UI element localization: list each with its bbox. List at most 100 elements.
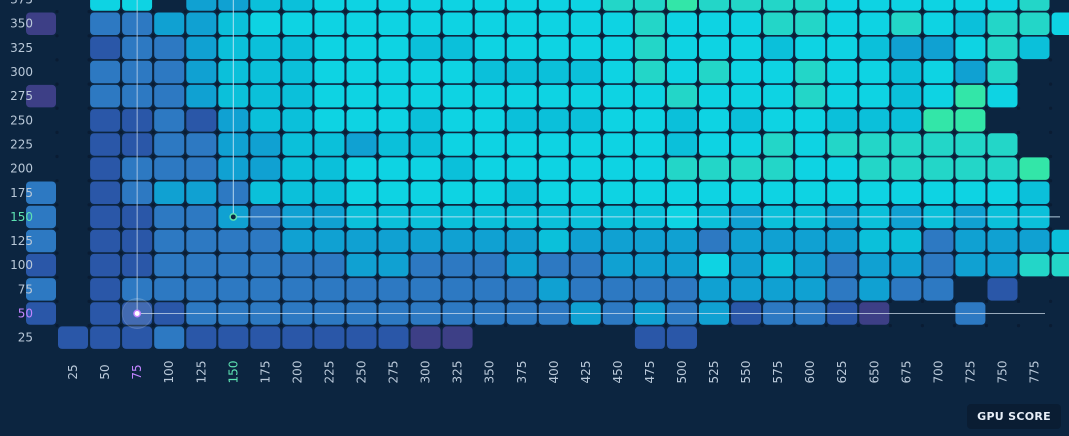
gpu-score-button[interactable]: GPU SCORE	[967, 404, 1061, 429]
heatmap-cell	[410, 36, 441, 60]
heatmap-cell	[795, 36, 826, 60]
grid-dot	[183, 130, 187, 134]
grid-dot	[952, 203, 957, 207]
heatmap-cell	[186, 60, 217, 84]
heatmap-cell	[538, 229, 569, 253]
heatmap-cell	[731, 133, 762, 156]
heatmap-cell	[987, 84, 1018, 108]
grid-dot	[472, 82, 476, 86]
grid-dot	[632, 34, 636, 38]
heatmap-cell	[154, 205, 185, 229]
heatmap-cell	[667, 12, 697, 35]
grid-dot	[183, 154, 187, 159]
grid-dot	[343, 203, 348, 207]
grid-dot	[632, 179, 636, 183]
heatmap-cell	[442, 278, 473, 301]
heatmap-cell	[987, 60, 1018, 84]
heatmap-cell	[506, 60, 537, 84]
heatmap-cell	[378, 109, 409, 132]
heatmap-cell	[923, 229, 954, 253]
heatmap-cell	[186, 0, 217, 11]
heatmap-cell	[570, 229, 601, 253]
grid-dot	[920, 106, 925, 110]
heatmap-cell	[90, 36, 121, 60]
grid-dot	[183, 227, 187, 231]
heatmap-cell	[474, 36, 505, 60]
grid-dot	[504, 179, 508, 183]
heatmap-cell	[1019, 36, 1050, 60]
grid-dot	[952, 251, 957, 255]
grid-dot	[760, 154, 764, 159]
grid-dot	[375, 10, 380, 14]
grid-dot	[888, 275, 892, 279]
heatmap-cell	[314, 12, 345, 35]
grid-dot	[247, 106, 251, 110]
y-tick-label: 275	[10, 89, 33, 103]
grid-dot	[568, 34, 572, 38]
heatmap-cell	[955, 181, 986, 204]
grid-dot	[856, 299, 860, 303]
grid-dot	[568, 299, 572, 303]
heatmap-cell	[410, 229, 441, 253]
heatmap-cell	[731, 229, 762, 253]
grid-dot	[984, 34, 989, 38]
grid-dot	[504, 203, 508, 207]
heatmap-cell	[538, 36, 569, 60]
heatmap-cell	[699, 0, 729, 11]
grid-dot	[1016, 10, 1021, 14]
grid-dot	[408, 154, 412, 159]
y-tick-label: 100	[10, 258, 33, 272]
grid-dot	[279, 154, 283, 159]
grid-dot	[375, 179, 380, 183]
grid-dot	[760, 34, 764, 38]
heatmap-cell	[378, 278, 409, 301]
grid-dot	[824, 58, 828, 62]
grid-dot	[119, 299, 123, 303]
grid-dot	[279, 106, 283, 110]
heatmap-cell	[474, 253, 505, 277]
grid-dot	[664, 227, 668, 231]
heatmap-cell	[186, 326, 217, 349]
heatmap-cell	[570, 157, 601, 180]
grid-dot	[87, 34, 91, 38]
heatmap-cell	[731, 278, 762, 301]
x-tick-label: 300	[419, 361, 433, 384]
x-tick-label: 150	[226, 361, 240, 384]
heatmap-cell	[346, 326, 377, 349]
heatmap-cell	[859, 229, 890, 253]
heatmap-cell	[26, 181, 56, 204]
grid-dot	[920, 10, 925, 14]
grid-dot	[728, 275, 732, 279]
heatmap-cell	[250, 60, 281, 84]
grid-dot	[55, 82, 59, 86]
heatmap-cell	[154, 278, 185, 301]
grid-dot	[824, 227, 828, 231]
heatmap-cell	[827, 157, 858, 180]
grid-dot	[408, 275, 412, 279]
heatmap-cell	[410, 60, 441, 84]
grid-dot	[1016, 130, 1021, 134]
grid-dot	[119, 203, 123, 207]
heatmap-cell	[90, 0, 121, 11]
heatmap-cell	[442, 181, 473, 204]
grid-dot	[343, 82, 348, 86]
grid-dot	[696, 275, 700, 279]
heatmap-cell	[570, 133, 601, 156]
heatmap-cell	[538, 109, 569, 132]
grid-dot	[568, 10, 572, 14]
grid-dot	[87, 275, 91, 279]
grid-dot	[600, 275, 604, 279]
heatmap-cell	[474, 109, 505, 132]
grid-dot	[696, 130, 700, 134]
heatmap-cell	[827, 229, 858, 253]
grid-dot	[183, 10, 187, 14]
heatmap-cell	[923, 36, 954, 60]
heatmap-cell	[763, 12, 794, 35]
grid-dot	[1016, 106, 1021, 110]
heatmap-cell	[250, 326, 281, 349]
grid-dot	[824, 10, 828, 14]
grid-dot	[55, 203, 59, 207]
heatmap-cell	[634, 12, 665, 35]
heatmap-cell	[570, 253, 601, 277]
grid-dot	[952, 275, 957, 279]
